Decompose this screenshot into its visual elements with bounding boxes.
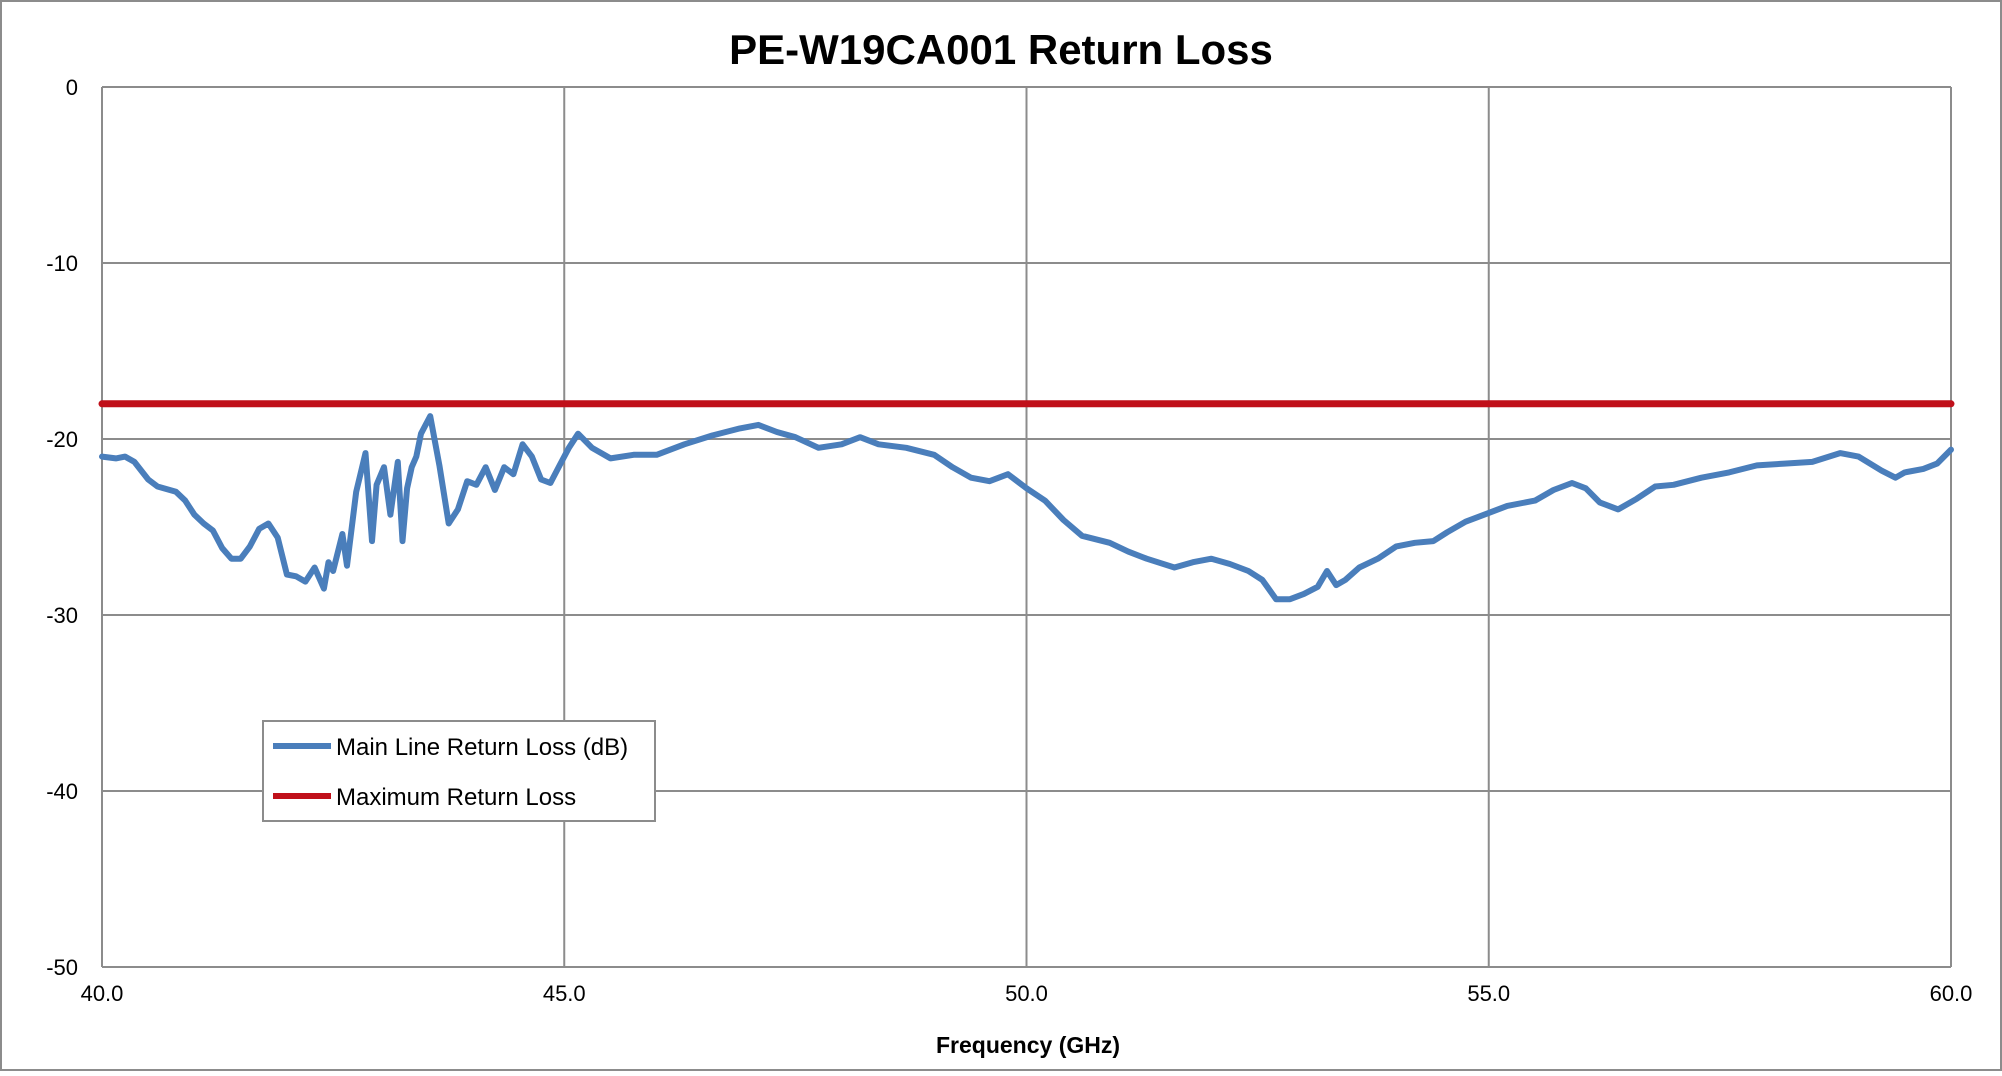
y-tick-label: -50: [46, 955, 78, 980]
legend-label-main-line: Main Line Return Loss (dB): [336, 734, 628, 761]
chart-title: PE-W19CA001 Return Loss: [729, 26, 1273, 73]
x-tick-label: 40.0: [81, 981, 124, 1006]
y-tick-label: 0: [66, 75, 78, 100]
y-tick-label: -20: [46, 427, 78, 452]
legend-box: [262, 720, 656, 822]
x-tick-label: 50.0: [1005, 981, 1048, 1006]
y-tick-label: -40: [46, 779, 78, 804]
x-tick-label: 45.0: [543, 981, 586, 1006]
x-axis-title: Frequency (GHz): [936, 1032, 1120, 1058]
y-tick-label: -30: [46, 603, 78, 628]
x-tick-label: 60.0: [1930, 981, 1973, 1006]
y-tick-label: -10: [46, 251, 78, 276]
legend: Main Line Return Loss (dB) Maximum Retur…: [262, 720, 656, 822]
series-lines: [98, 400, 1955, 603]
legend-label-maximum: Maximum Return Loss: [336, 784, 576, 811]
series-main-line-return-loss: [99, 413, 1954, 603]
x-tick-label: 55.0: [1467, 981, 1510, 1006]
